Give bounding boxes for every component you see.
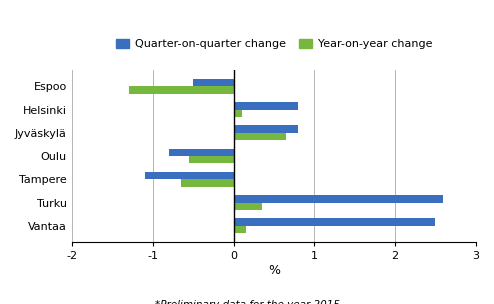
Bar	[234, 202, 262, 210]
Bar	[145, 172, 234, 179]
Bar	[181, 179, 234, 187]
Bar	[234, 218, 435, 226]
Bar	[169, 149, 234, 156]
Bar	[129, 86, 234, 94]
Bar	[189, 156, 234, 164]
Bar	[234, 133, 286, 140]
Bar	[234, 125, 298, 133]
Bar	[234, 195, 443, 202]
X-axis label: %: %	[268, 264, 280, 277]
Legend: Quarter-on-quarter change, Year-on-year change: Quarter-on-quarter change, Year-on-year …	[115, 38, 433, 50]
Bar	[234, 109, 242, 117]
Bar	[193, 79, 234, 86]
Bar	[234, 102, 298, 109]
Text: *Preliminary data for the year 2015: *Preliminary data for the year 2015	[155, 300, 339, 304]
Bar	[234, 226, 246, 233]
